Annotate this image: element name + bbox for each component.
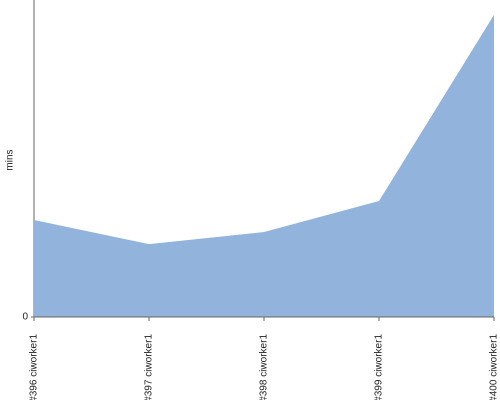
- x-tick-label: #399 ciworker1: [374, 334, 385, 400]
- x-tick-label: #398 ciworker1: [259, 334, 270, 400]
- area: [34, 14, 494, 318]
- x-tick-label: #396 ciworker1: [29, 334, 40, 400]
- x-tick-label: #397 ciworker1: [144, 334, 155, 400]
- x-tick-label: #400 ciworker1: [489, 334, 500, 400]
- y-tick-label: 0: [22, 312, 28, 323]
- y-axis-label: mins: [5, 149, 16, 170]
